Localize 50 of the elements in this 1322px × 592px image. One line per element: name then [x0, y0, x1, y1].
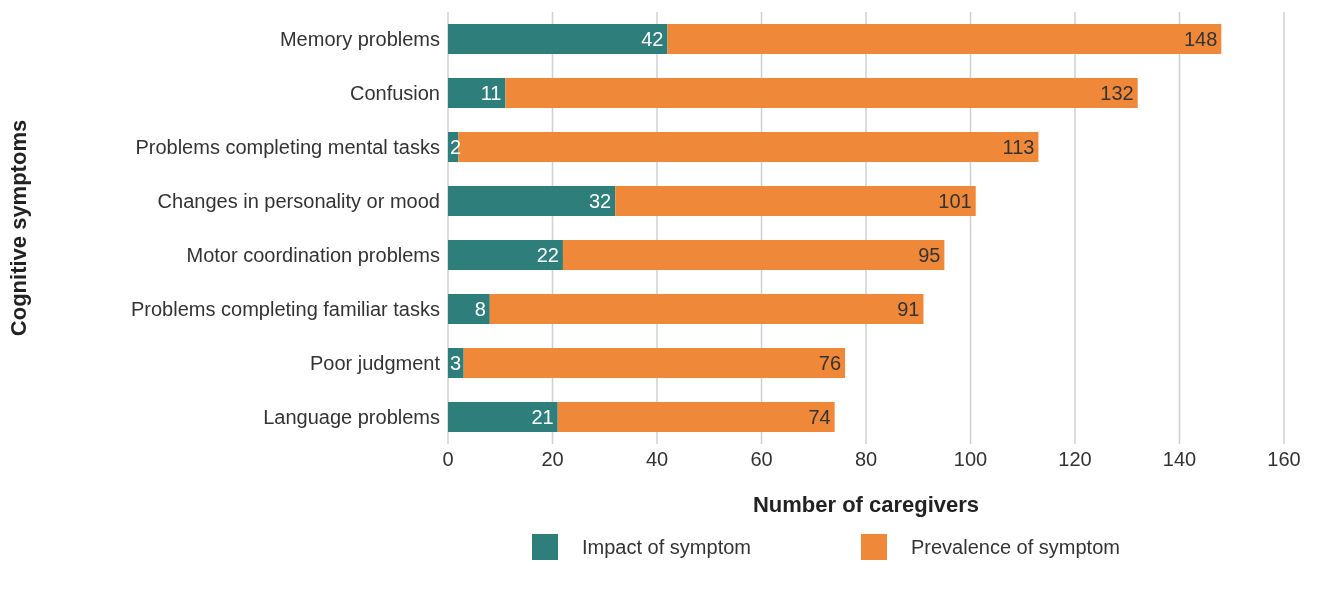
total-label: 132: [1100, 82, 1134, 104]
data-label: 42: [641, 28, 664, 50]
y-tick-label: Poor judgment: [309, 352, 441, 375]
x-tick-label: 40: [645, 448, 669, 471]
bar: [489, 294, 924, 324]
x-tick-label: 60: [750, 448, 773, 471]
y-tick-label: Problems completing familiar tasks: [131, 298, 440, 321]
bar: [448, 402, 558, 432]
x-axis-title: Number of caregivers: [752, 491, 980, 517]
y-tick-label: Problems completing mental tasks: [135, 136, 440, 159]
total-label: 95: [918, 244, 941, 266]
bar: [448, 240, 563, 270]
y-tick-label: Language problems: [263, 406, 440, 429]
y-tick-label: Changes in personality or mood: [157, 190, 440, 213]
x-tick-label: 80: [854, 448, 878, 471]
y-tick-label: Motor coordination problems: [186, 244, 440, 267]
bar: [557, 402, 835, 432]
data-label: 21: [531, 406, 554, 428]
x-tick-label: 160: [1267, 448, 1301, 471]
bar: [463, 348, 846, 378]
total-label: 76: [818, 352, 842, 374]
bar: [667, 24, 1222, 54]
bar: [448, 78, 506, 108]
x-tick-label: 140: [1162, 448, 1197, 471]
bar: [448, 186, 616, 216]
total-label: 101: [938, 190, 972, 212]
bar: [615, 186, 976, 216]
x-tick-label: 100: [953, 448, 988, 471]
legend-label: Impact of symptom: [582, 535, 751, 559]
bar: [448, 24, 668, 54]
data-label: 32: [588, 190, 612, 212]
bar: [448, 294, 490, 324]
total-label: 74: [808, 406, 831, 428]
bar: [458, 132, 1039, 162]
bar: [505, 78, 1138, 108]
y-tick-label: Memory problems: [279, 28, 440, 51]
data-label: 11: [480, 82, 502, 104]
y-axis-title: Cognitive symptoms: [5, 119, 31, 337]
x-tick-label: 120: [1058, 448, 1092, 471]
data-label: 8: [474, 298, 486, 320]
legend-label: Prevalence of symptom: [910, 535, 1120, 559]
bar: [562, 240, 945, 270]
x-tick-label: 0: [442, 448, 454, 471]
total-label: 91: [897, 298, 920, 320]
x-tick-label: 20: [541, 448, 564, 471]
y-tick-label: Confusion: [349, 82, 440, 105]
data-label: 3: [450, 352, 462, 374]
data-label: 22: [536, 244, 559, 266]
total-label: 148: [1183, 28, 1218, 50]
total-label: 113: [1002, 136, 1035, 158]
